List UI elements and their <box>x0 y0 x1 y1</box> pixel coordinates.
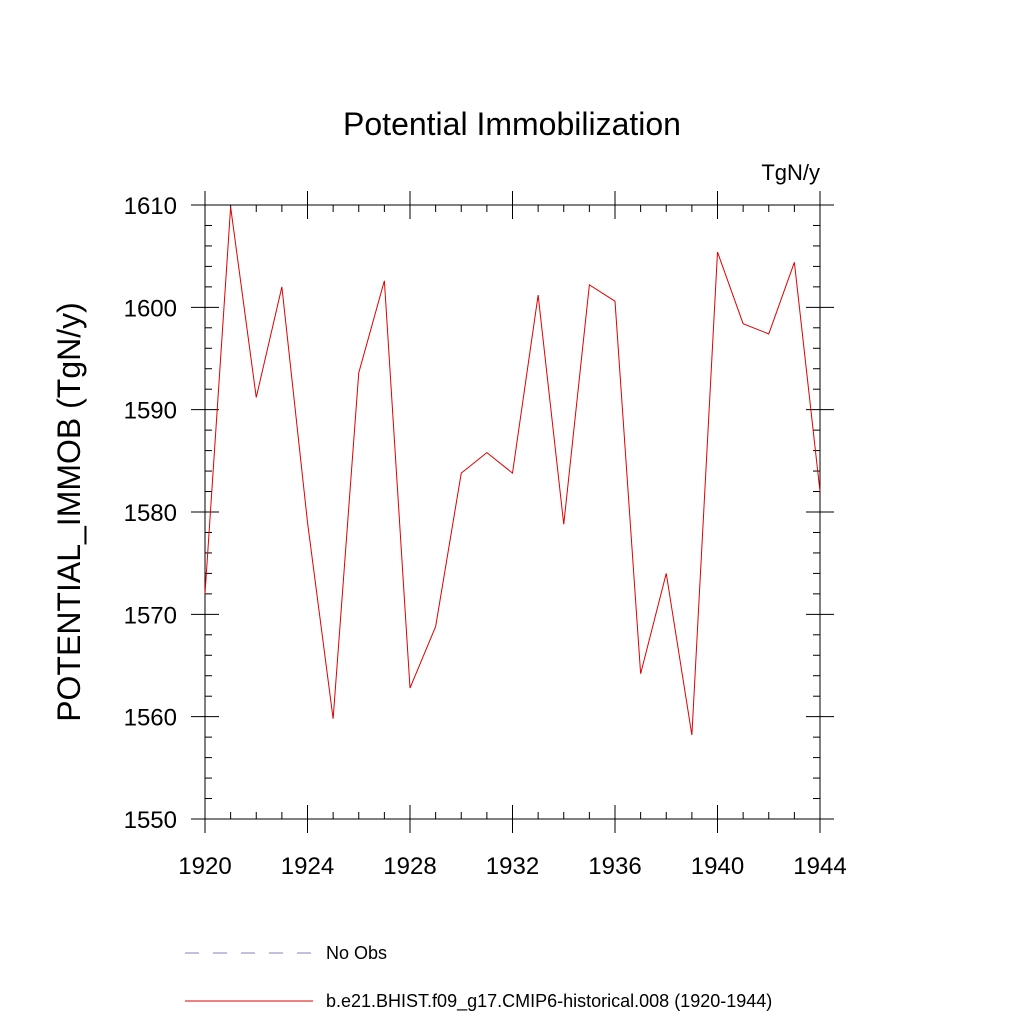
plot-frame <box>204 204 821 820</box>
x-tick-label: 1944 <box>793 853 846 880</box>
x-tick-label: 1940 <box>691 853 744 880</box>
series-line <box>204 206 821 736</box>
series-group <box>204 206 821 736</box>
y-tick-label: 1600 <box>124 295 177 322</box>
y-tick-label: 1610 <box>124 193 177 220</box>
x-tick-label: 1920 <box>178 853 231 880</box>
y-tick-label: 1590 <box>124 398 177 425</box>
axes: 1920 1924 1928 1932 1936 1940 1944 1550 1560 1570… <box>124 191 847 880</box>
y-tick-label: 1580 <box>124 500 177 527</box>
x-tick-label: 1936 <box>588 853 641 880</box>
legend-label-no-obs: No Obs <box>326 943 387 963</box>
y-tick-label: 1570 <box>124 602 177 629</box>
x-tick-label: 1932 <box>486 853 539 880</box>
y-tick-label: 1560 <box>124 705 177 732</box>
legend-label-model: b.e21.BHIST.f09_g17.CMIP6-historical.008… <box>326 991 772 1012</box>
units-label: TgN/y <box>761 160 820 185</box>
x-tick-label: 1928 <box>383 853 436 880</box>
y-tick-label: 1550 <box>124 807 177 834</box>
x-tick-label: 1924 <box>281 853 334 880</box>
chart-title: Potential Immobilization <box>343 106 681 142</box>
y-axis-label: POTENTIAL_IMMOB (TgN/y) <box>51 302 87 722</box>
legend: No Obs b.e21.BHIST.f09_g17.CMIP6-histori… <box>185 943 772 1012</box>
